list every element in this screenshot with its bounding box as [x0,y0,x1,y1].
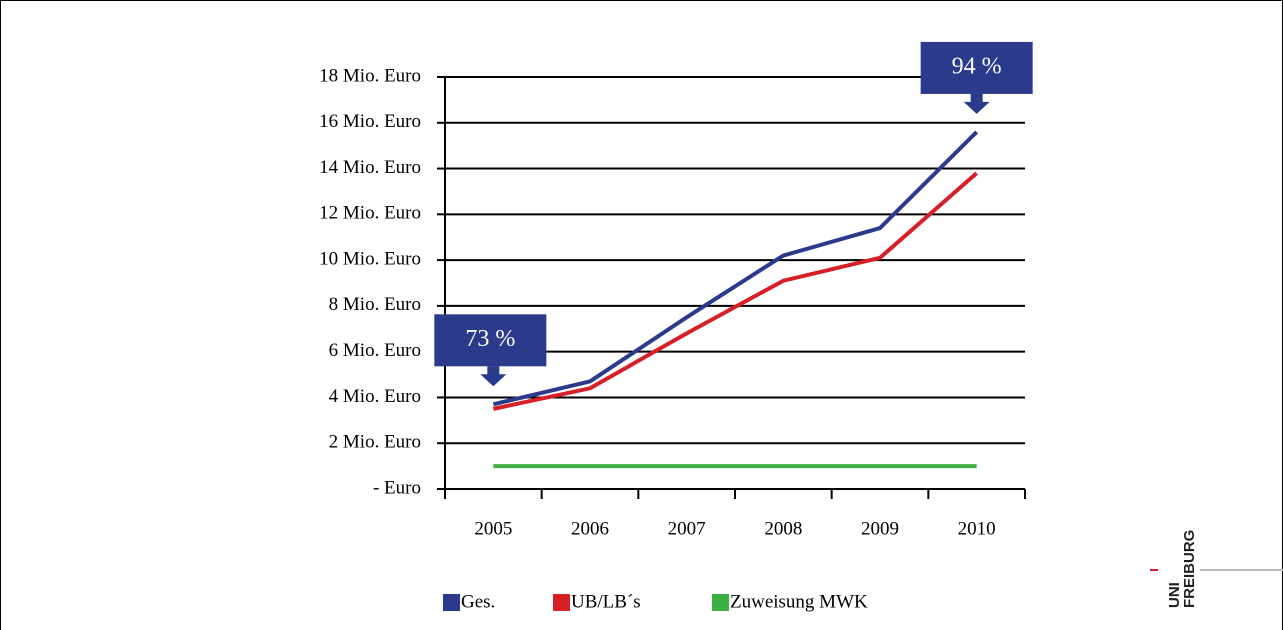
legend-swatch [443,594,460,611]
y-tick-label: 2 Mio. Euro [329,432,421,453]
x-tick-label: 2008 [764,518,802,539]
annotation-box [920,41,1033,94]
y-tick-label: 14 Mio. Euro [319,157,421,178]
annotation-text: 94 % [952,53,1002,79]
annotation-box [434,314,547,367]
series-line [492,130,979,407]
legend-label: Zuweisung MWK [730,591,868,612]
y-tick-label: - Euro [373,477,421,498]
y-tick-label: 18 Mio. Euro [319,65,421,86]
x-tick-label: 2006 [571,518,609,539]
logo: UNI FREIBURG [1150,530,1283,608]
legend-label: UB/LB´s [571,591,641,612]
annotation: 73 % [434,314,547,387]
logo-text: UNI [1166,582,1183,608]
y-tick-label: 10 Mio. Euro [319,248,421,269]
legend-swatch [553,594,570,611]
y-tick-label: 4 Mio. Euro [329,386,421,407]
series-line [492,171,978,411]
x-tick-label: 2005 [474,518,512,539]
annotation-arrow [480,366,507,387]
y-tick-label: 12 Mio. Euro [319,203,421,224]
x-tick-label: 2007 [668,518,706,539]
y-tick-label: 6 Mio. Euro [329,340,421,361]
annotation: 94 % [920,41,1033,114]
annotation-arrow [963,93,990,114]
y-tick-label: 16 Mio. Euro [319,111,421,132]
x-tick-label: 2010 [958,518,996,539]
annotation-text: 73 % [465,326,515,352]
x-tick-label: 2009 [861,518,899,539]
legend-label: Ges. [461,591,495,612]
logo-text: FREIBURG [1181,530,1198,608]
y-tick-label: 8 Mio. Euro [329,294,421,315]
legend-swatch [712,594,729,611]
